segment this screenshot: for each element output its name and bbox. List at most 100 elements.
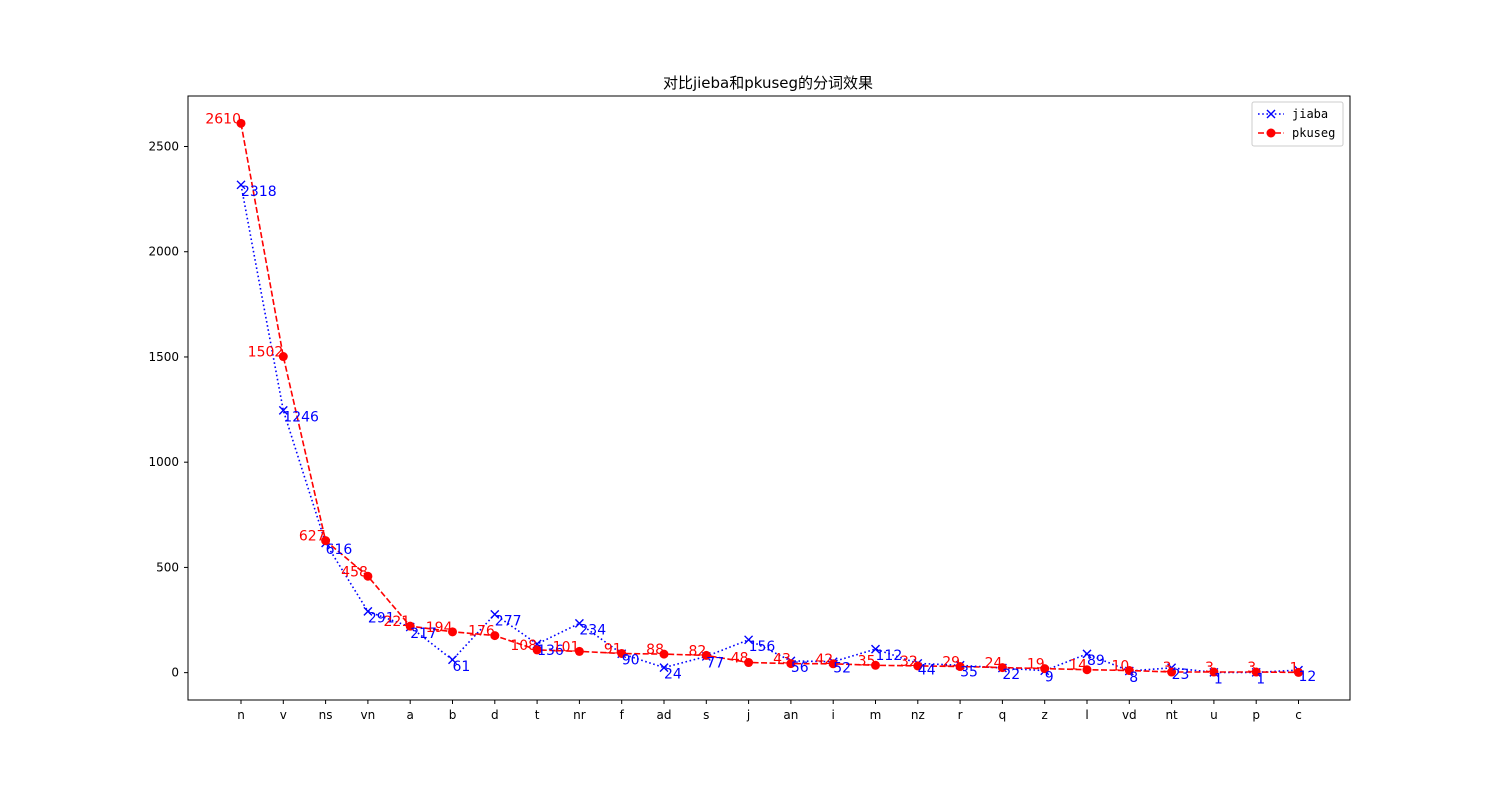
data-label-jiaba-a: 217	[410, 626, 437, 642]
data-label-jiaba-r: 35	[960, 664, 978, 680]
y-tick-label-2000: 2000	[148, 245, 179, 259]
point-pkuseg-a	[405, 621, 415, 631]
legend-pkuseg-marker	[1266, 128, 1276, 138]
x-tick-label-v: v	[280, 708, 287, 722]
point-pkuseg-n	[236, 118, 246, 128]
data-label-jiaba-an: 56	[791, 660, 809, 676]
point-pkuseg-an	[786, 659, 796, 669]
point-jiaba-vn	[363, 606, 373, 616]
data-label-jiaba-nt: 23	[1172, 667, 1190, 683]
point-jiaba-m	[871, 644, 880, 654]
data-label-pkuseg-b: 194	[426, 620, 453, 636]
point-pkuseg-m	[871, 660, 880, 670]
x-tick-label-z: z	[1042, 708, 1048, 722]
data-label-jiaba-vn: 291	[368, 610, 395, 626]
point-pkuseg-vn	[363, 571, 373, 581]
plot-area-frame	[187, 95, 1351, 701]
y-tick-label-500: 500	[156, 560, 179, 574]
series-layer	[236, 118, 1303, 677]
y-tick-label-0: 0	[171, 666, 179, 680]
x-tick-label-nz: nz	[911, 708, 925, 722]
point-pkuseg-f	[617, 648, 627, 658]
x-tick-label-ad: ad	[657, 708, 672, 722]
x-tick-label-ns: ns	[319, 708, 333, 722]
data-label-pkuseg-t: 108	[510, 638, 537, 654]
data-label-pkuseg-u: 3	[1205, 660, 1214, 676]
data-label-jiaba-c: 12	[1299, 669, 1317, 685]
x-tick-label-a: a	[407, 708, 414, 722]
data-label-pkuseg-an: 43	[773, 652, 791, 668]
x-tick-label-p: p	[1252, 708, 1260, 722]
y-tick-label-1500: 1500	[148, 350, 179, 364]
point-jiaba-l	[1082, 649, 1092, 659]
x-tick-label-vn: vn	[361, 708, 376, 722]
data-label-jiaba-t: 136	[537, 643, 564, 659]
data-label-pkuseg-nt: 3	[1163, 660, 1172, 676]
point-pkuseg-nt	[1167, 667, 1177, 677]
data-label-jiaba-b: 61	[453, 659, 471, 675]
point-pkuseg-vd	[1124, 666, 1134, 676]
data-label-pkuseg-i: 42	[815, 652, 833, 668]
point-pkuseg-v	[278, 352, 288, 362]
data-label-pkuseg-v: 1502	[248, 345, 284, 361]
x-tick-label-l: l	[1085, 708, 1088, 722]
x-tick-label-u: u	[1210, 708, 1218, 722]
data-label-jiaba-p: 1	[1256, 671, 1265, 687]
data-label-pkuseg-ns: 627	[299, 529, 326, 545]
point-pkuseg-q	[997, 663, 1007, 673]
chart-title: 对比jieba和pkuseg的分词效果	[663, 74, 873, 92]
point-pkuseg-j	[744, 658, 754, 668]
x-tick-label-f: f	[620, 708, 625, 722]
x-tick-label-j: j	[746, 708, 750, 722]
point-jiaba-v	[278, 405, 288, 415]
x-tick-label-m: m	[870, 708, 882, 722]
series-line-pkuseg	[240, 123, 1299, 674]
y-axis: 0 500 1000 1500 2000 2500	[148, 140, 188, 680]
x-tick-label-nt: nt	[1165, 708, 1178, 722]
data-label-jiaba-ns: 616	[326, 542, 353, 558]
data-label-jiaba-f: 90	[622, 653, 640, 669]
data-label-pkuseg-d: 176	[468, 624, 495, 640]
point-pkuseg-nr	[574, 646, 584, 656]
point-pkuseg-l	[1082, 665, 1092, 675]
y-tick-label-2500: 2500	[148, 140, 179, 154]
point-pkuseg-p	[1251, 667, 1261, 677]
point-pkuseg-ad	[659, 649, 669, 659]
point-pkuseg-i	[828, 659, 838, 669]
x-tick-label-c: c	[1295, 708, 1302, 722]
x-tick-label-t: t	[535, 708, 540, 722]
data-label-jiaba-q: 22	[1002, 667, 1020, 683]
data-label-jiaba-nz: 44	[918, 662, 936, 678]
point-pkuseg-c	[1294, 667, 1303, 677]
data-label-jiaba-z: 9	[1045, 670, 1054, 686]
data-label-pkuseg-s: 82	[688, 643, 706, 659]
point-pkuseg-nz	[913, 661, 923, 671]
x-tick-label-s: s	[703, 708, 709, 722]
point-pkuseg-z	[1040, 664, 1050, 674]
point-pkuseg-b	[448, 627, 457, 637]
point-jiaba-n	[236, 180, 246, 190]
data-label-jiaba-nr: 234	[579, 622, 606, 638]
data-label-jiaba-n: 2318	[241, 184, 277, 200]
legend-pkuseg-label: pkuseg	[1292, 126, 1335, 140]
data-label-pkuseg-nr: 101	[553, 639, 580, 655]
point-jiaba-b	[448, 655, 457, 665]
data-label-pkuseg-j: 48	[731, 651, 749, 667]
data-label-jiaba-i: 52	[833, 661, 851, 677]
point-jiaba-d	[490, 609, 500, 619]
point-jiaba-ad	[659, 663, 669, 673]
x-tick-label-i: i	[832, 708, 835, 722]
data-label-pkuseg-f: 91	[604, 641, 622, 657]
data-label-pkuseg-nz: 32	[900, 654, 918, 670]
point-pkuseg-s	[701, 650, 711, 660]
y-tick-label-1000: 1000	[148, 455, 179, 469]
data-label-pkuseg-vd: 10	[1111, 659, 1129, 675]
x-tick-label-vd: vd	[1122, 708, 1137, 722]
x-tick-label-n: n	[237, 708, 245, 722]
data-label-pkuseg-ad: 88	[646, 642, 664, 658]
data-label-pkuseg-r: 29	[942, 655, 960, 671]
point-pkuseg-d	[490, 631, 500, 641]
data-label-jiaba-d: 277	[495, 613, 522, 629]
legend-jiaba-label: jiaba	[1292, 107, 1328, 121]
